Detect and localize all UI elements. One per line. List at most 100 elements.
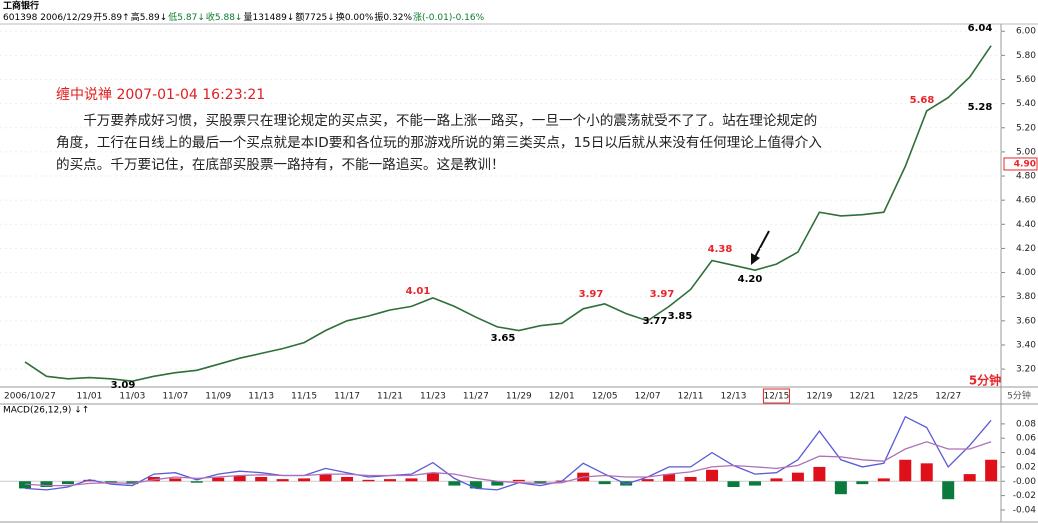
macd-bar <box>40 481 53 488</box>
macd-bar <box>298 478 311 482</box>
macd-bar <box>83 479 96 482</box>
x-tick-label: 11/01 <box>76 392 102 402</box>
x-tick-label: 11/29 <box>506 392 532 402</box>
x-tick-label: 12/25 <box>892 392 918 402</box>
macd-bar <box>448 481 461 486</box>
extreme-label: 3.09 <box>111 380 136 391</box>
macd-bar <box>920 463 933 482</box>
macd-title: MACD(26,12,9) ↓↑ <box>3 406 89 416</box>
extreme-label: 4.01 <box>406 286 431 297</box>
macd-bar <box>706 469 719 482</box>
quote-item: 量131489↓ <box>243 12 294 23</box>
macd-bar <box>791 472 804 482</box>
quote-item: 高5.89↓ <box>131 11 168 23</box>
macd-bar <box>362 479 375 482</box>
macd-bar <box>276 479 289 482</box>
y-tick-label: -0.02 <box>1013 491 1036 501</box>
y-tick-label: 4.00 <box>1016 268 1036 278</box>
x-tick-label: 11/15 <box>291 392 317 402</box>
y-tick-label: 4.40 <box>1016 220 1036 230</box>
macd-bar <box>341 476 354 482</box>
x-tick-label: 11/13 <box>248 392 274 402</box>
macd-bar <box>641 479 654 482</box>
x-tick-label: 12/05 <box>592 392 618 402</box>
macd-bar <box>684 476 697 482</box>
quote-item: 涨(-0.01)-0.16% <box>413 12 485 23</box>
quote-item: 601398 2006/12/29 <box>3 13 92 23</box>
y-tick-label: 5.40 <box>1016 99 1036 109</box>
macd-bar <box>598 481 611 485</box>
annotation-title: 缠中说禅 2007-01-04 16:23:21 <box>56 87 266 103</box>
macd-bar <box>19 481 31 489</box>
y-tick-label: 3.60 <box>1016 316 1036 326</box>
x-tick-label: 12/11 <box>678 392 704 402</box>
extreme-label: 3.97 <box>650 289 675 300</box>
y-tick-label: 3.40 <box>1016 340 1036 350</box>
extreme-label: 3.65 <box>491 333 516 344</box>
y-tick-label: 6.00 <box>1016 27 1036 37</box>
extreme-label: 5.28 <box>968 102 993 113</box>
y-tick-label: 3.20 <box>1016 365 1036 375</box>
highlight-box <box>762 388 790 404</box>
macd-bar <box>877 478 890 482</box>
x-tick-label: 11/17 <box>334 392 360 402</box>
period-axis-label: 5分钟 <box>1007 390 1031 402</box>
macd-bar <box>233 475 246 482</box>
arrow-head <box>751 253 760 265</box>
y-tick-label: 0.04 <box>1016 448 1036 458</box>
macd-bar <box>727 481 740 488</box>
macd-bar <box>770 478 783 482</box>
y-tick-label: -0.04 <box>1013 505 1037 515</box>
x-tick-label: 12/19 <box>806 392 832 402</box>
quote-item: 低5.87↓ <box>168 11 205 23</box>
x-tick-label: 11/21 <box>377 392 403 402</box>
y-tick-label: 5.00 <box>1016 147 1036 157</box>
macd-bar <box>426 472 439 482</box>
extreme-label: 5.68 <box>910 95 935 106</box>
macd-bar <box>899 459 912 482</box>
stock-name: 工商银行 <box>3 0 39 12</box>
extreme-label: 6.04 <box>968 23 993 34</box>
macd-bar <box>469 481 482 489</box>
quote-item: 额7725↓ <box>295 11 334 23</box>
annotation-text: 千万要养成好习惯，买股票只在理论规定的买点买，不能一路上涨一路买，一旦一个小的震… <box>56 113 822 173</box>
macd-bar <box>405 478 418 482</box>
macd-bar <box>255 476 268 482</box>
x-tick-label: 12/27 <box>935 392 961 402</box>
macd-bar <box>212 477 225 482</box>
y-tick-label: 0.08 <box>1016 419 1036 429</box>
x-tick-label: 12/13 <box>721 392 747 402</box>
macd-bar <box>748 481 761 486</box>
x-tick-label: 2006/10/27 <box>4 392 56 402</box>
macd-bar <box>383 479 396 482</box>
price-line <box>24 45 992 383</box>
macd-bar <box>834 481 847 495</box>
quote-bar: 601398 2006/12/29开5.89↑高5.89↓低5.87↓收5.88… <box>3 11 485 23</box>
x-tick-label: 11/23 <box>420 392 446 402</box>
y-tick-label: 0.06 <box>1016 434 1036 444</box>
macd-line <box>24 441 992 487</box>
period-label: 5分钟 <box>969 373 1001 388</box>
y-tick-label: 4.60 <box>1016 196 1036 206</box>
quote-item: 开5.89↑ <box>93 12 130 23</box>
y-tick-label: 5.20 <box>1016 123 1036 133</box>
x-tick-label: 11/09 <box>205 392 231 402</box>
macd-bar <box>985 459 998 482</box>
x-tick-label: 12/01 <box>549 392 575 402</box>
x-tick-label: 12/21 <box>849 392 875 402</box>
macd-bar <box>491 481 504 486</box>
x-tick-label: 12/15 <box>763 392 789 402</box>
quote-item: 收5.88↓ <box>206 11 243 23</box>
x-tick-label: 11/03 <box>119 392 145 402</box>
y-tick-label: 4.20 <box>1016 244 1036 254</box>
reference-label: 4.90 <box>1014 159 1036 169</box>
y-tick-label: -0.00 <box>1013 477 1037 487</box>
extreme-label: 4.38 <box>708 244 733 255</box>
y-tick-label: 5.60 <box>1016 75 1036 85</box>
macd-bar <box>61 481 74 485</box>
annotation: 缠中说禅 2007-01-04 16:23:21 千万要养成好习惯，买股票只在理… <box>56 84 826 176</box>
macd-bar <box>856 481 869 485</box>
arrow <box>754 230 770 258</box>
